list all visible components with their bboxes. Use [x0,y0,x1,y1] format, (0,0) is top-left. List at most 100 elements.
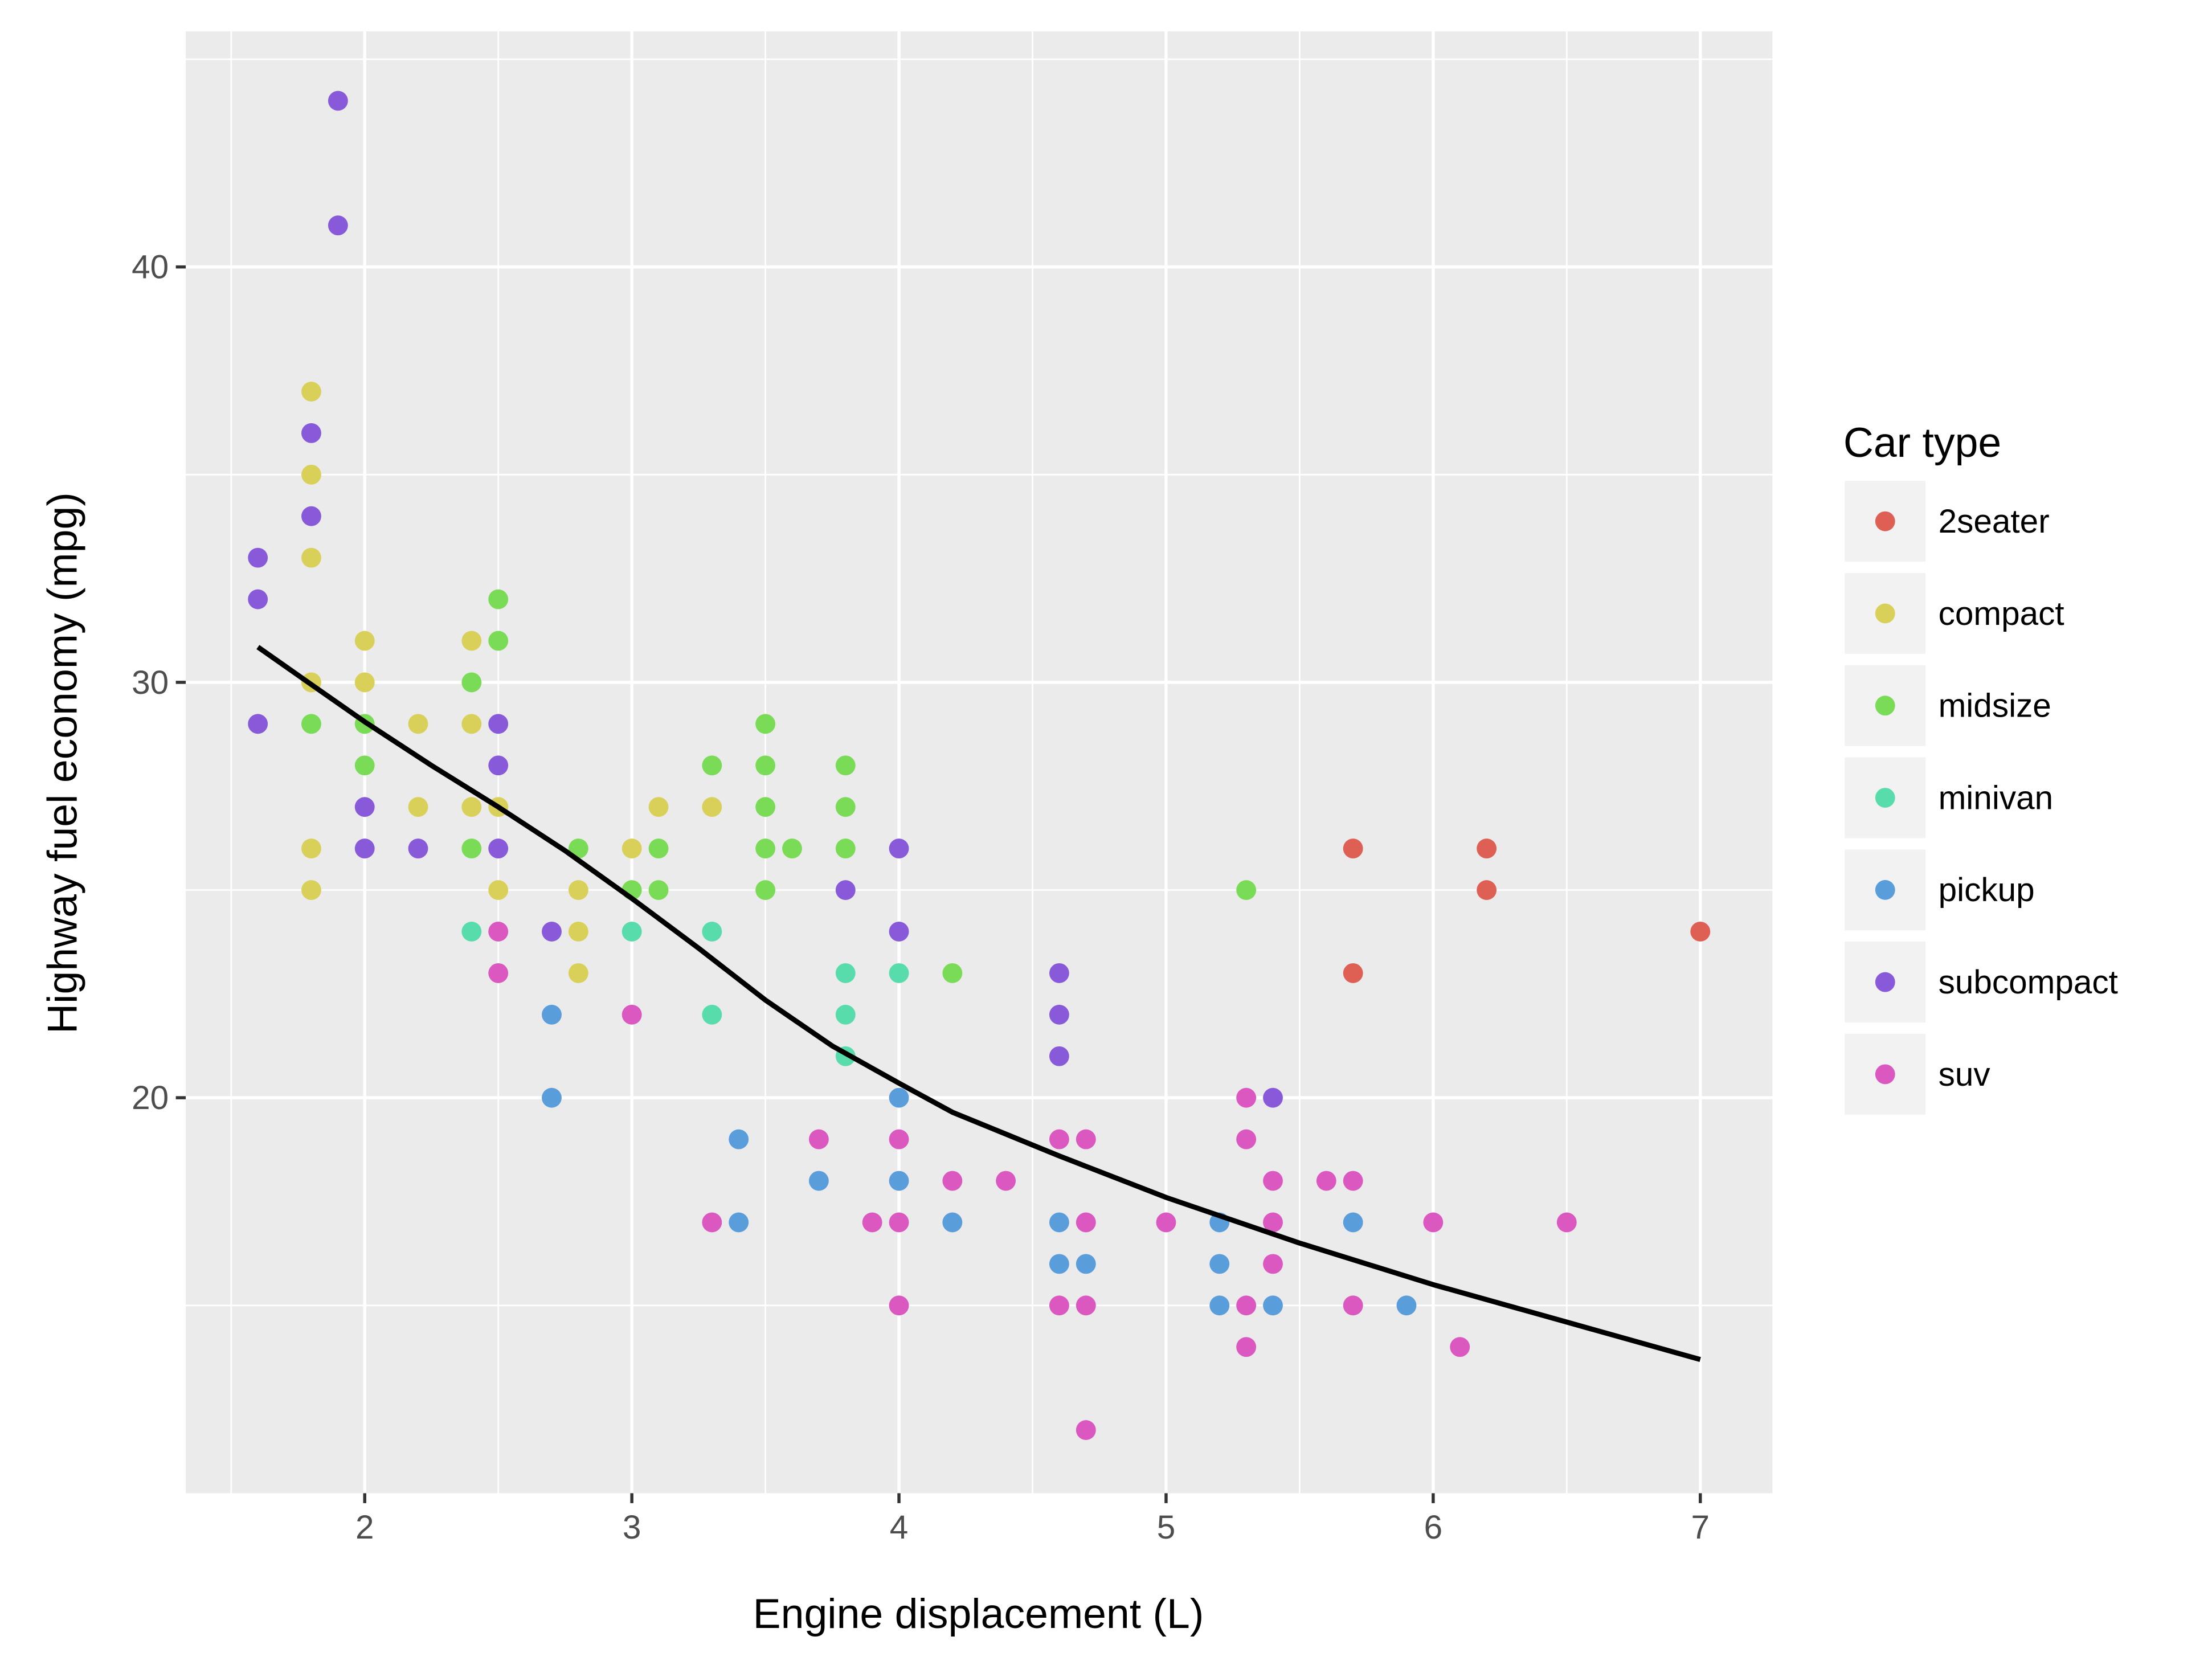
point-subcompact [889,922,909,942]
point-suv [1263,1254,1283,1274]
smooth-trend-line [256,645,1701,1363]
x-tick-label: 5 [1157,1509,1176,1546]
point-midsize [568,838,588,859]
point-subcompact [1049,1004,1069,1025]
point-midsize [755,755,776,776]
point-pickup [1049,1212,1069,1233]
point-midsize [488,589,509,609]
point-subcompact [488,755,509,776]
point-suv [702,1212,722,1233]
legend-swatch-pickup [1875,879,1895,900]
point-pickup [1076,1254,1096,1274]
point-compact [648,797,669,817]
point-compact [354,672,375,693]
point-midsize [755,838,776,859]
point-subcompact [328,91,348,111]
point-compact [461,631,482,651]
legend-item-midsize: midsize [1845,665,2051,746]
point-midsize [755,880,776,900]
legend-label: suv [1939,1056,1991,1093]
legend-swatch-subcompact [1875,972,1895,992]
legend-item-suv: suv [1845,1033,1991,1115]
legend-label: compact [1939,595,2064,632]
point-compact [568,880,588,900]
legend-label: 2seater [1939,503,2050,540]
legend-item-subcompact: subcompact [1845,942,2118,1023]
plot-panel [186,31,1773,1494]
point-compact [354,631,375,651]
point-suv [1049,1129,1069,1149]
point-subcompact [488,838,509,859]
point-compact [301,382,321,402]
point-suv [1423,1212,1444,1233]
point-suv [1236,1129,1257,1149]
point-suv [1076,1295,1096,1316]
point-pickup [1209,1254,1230,1274]
point-compact [301,547,321,568]
point-suv [996,1171,1016,1191]
point-subcompact [354,797,375,817]
point-minivan [889,963,909,983]
point-compact [702,797,722,817]
point-minivan [702,922,722,942]
point-midsize [461,672,482,693]
point-2seater [1343,963,1363,983]
point-midsize [301,714,321,734]
point-midsize [942,963,963,983]
legend-swatch-midsize [1875,696,1895,716]
point-midsize [835,838,856,859]
point-suv [889,1129,909,1149]
x-axis: 2 3 4 5 6 7 [355,1493,1710,1546]
point-suv [1236,1087,1257,1108]
x-tick-label: 7 [1691,1509,1710,1546]
point-suv [488,922,509,942]
point-pickup [942,1212,963,1233]
point-pickup [729,1212,749,1233]
point-suv [1236,1337,1257,1357]
point-suv [1236,1295,1257,1316]
point-subcompact [301,423,321,443]
point-minivan [835,963,856,983]
point-subcompact [488,714,509,734]
legend-label: subcompact [1939,964,2118,1001]
point-compact [408,797,428,817]
point-compact [461,797,482,817]
legend-item-compact: compact [1845,572,2064,654]
y-tick-label: 30 [132,664,169,701]
point-pickup [1263,1295,1283,1316]
point-2seater [1477,880,1497,900]
point-pickup [889,1171,909,1191]
point-pickup [542,1087,562,1108]
point-suv [488,963,509,983]
point-minivan [702,1004,722,1025]
point-subcompact [354,838,375,859]
point-subcompact [248,714,268,734]
point-midsize [702,755,722,776]
legend-item-pickup: pickup [1845,849,2035,931]
point-compact [461,714,482,734]
point-compact [408,714,428,734]
point-compact [301,464,321,485]
point-subcompact [889,838,909,859]
y-tick-label: 20 [132,1079,169,1116]
point-compact [568,922,588,942]
point-suv [942,1171,963,1191]
point-subcompact [408,838,428,859]
point-subcompact [835,880,856,900]
point-subcompact [328,215,348,236]
point-subcompact [1263,1087,1283,1108]
point-pickup [1209,1295,1230,1316]
point-midsize [835,755,856,776]
point-suv [1343,1295,1363,1316]
legend-item-2seater: 2seater [1845,481,2050,562]
point-midsize [755,797,776,817]
point-midsize [755,714,776,734]
point-midsize [782,838,802,859]
legend-item-minivan: minivan [1845,757,2053,838]
point-suv [889,1295,909,1316]
legend-swatch-2seater [1875,511,1895,531]
point-subcompact [1049,963,1069,983]
point-suv [1263,1212,1283,1233]
point-subcompact [248,547,268,568]
legend-title: Car type [1843,419,2001,466]
